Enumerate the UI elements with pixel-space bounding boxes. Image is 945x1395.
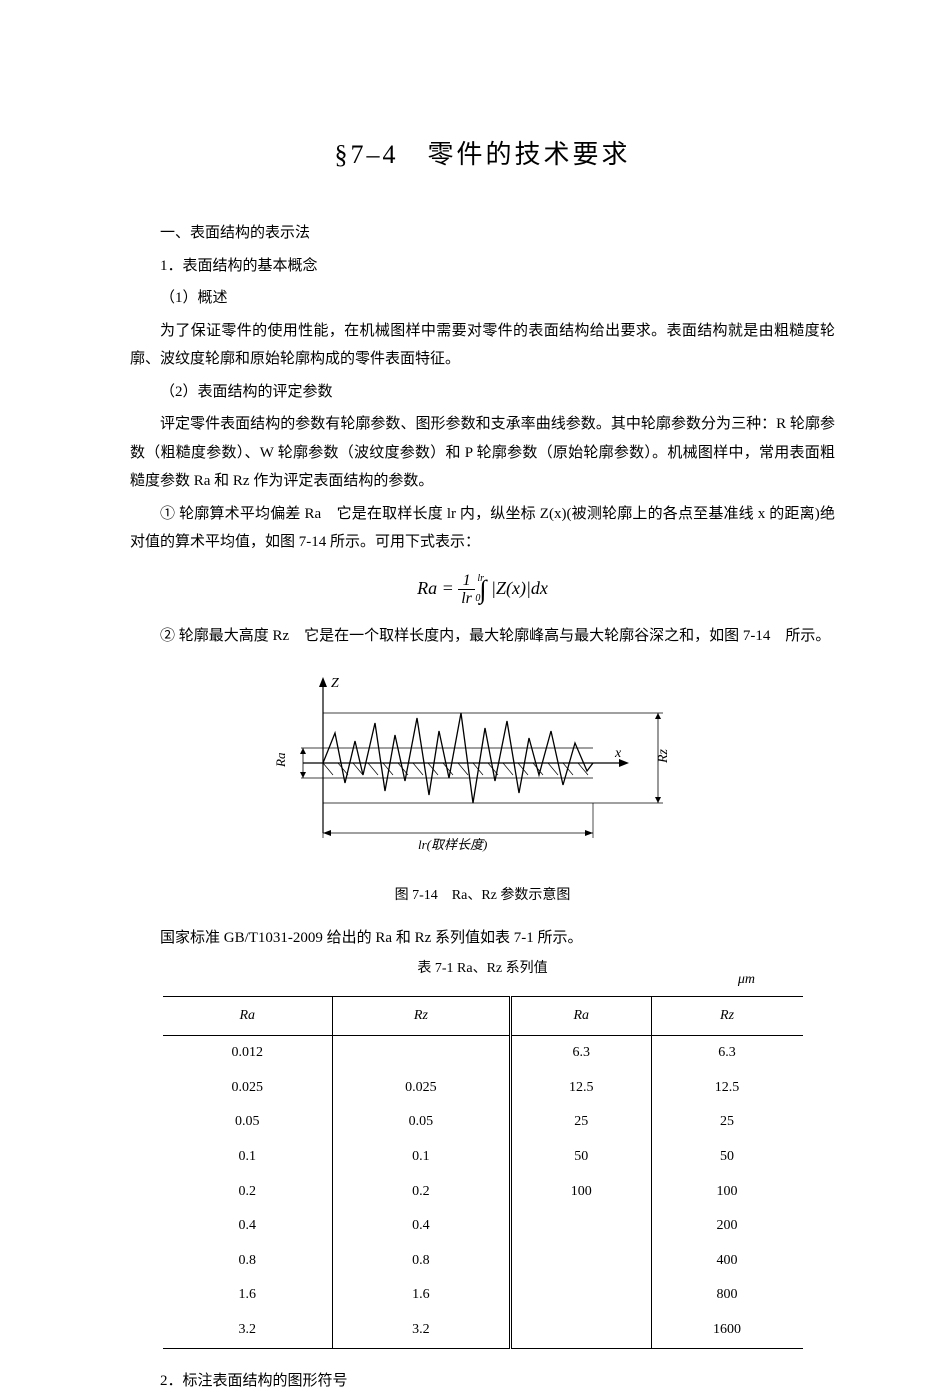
table-cell: 200 — [651, 1209, 802, 1244]
svg-text:lr(取样长度): lr(取样长度) — [418, 837, 487, 852]
table-cell — [510, 1209, 651, 1244]
table-cell: 0.1 — [163, 1140, 333, 1175]
table-cell: 0.025 — [332, 1071, 510, 1106]
subheading-1: 1．表面结构的基本概念 — [130, 252, 835, 281]
table-cell — [510, 1313, 651, 1348]
table-cell: 0.4 — [163, 1209, 333, 1244]
table-col-header: Ra — [163, 996, 333, 1036]
table-cell: 50 — [510, 1140, 651, 1175]
table-cell — [510, 1278, 651, 1313]
table-cell: 1.6 — [332, 1278, 510, 1313]
table-row: 0.012 6.36.3 — [163, 1036, 803, 1071]
table-row: 0.80.8 400 — [163, 1244, 803, 1279]
table-cell: 800 — [651, 1278, 802, 1313]
subheading-2: 2．标注表面结构的图形符号 — [130, 1367, 835, 1395]
integral-lower: 0 — [475, 589, 480, 608]
table-cell: 0.8 — [163, 1244, 333, 1279]
formula-frac-num: 1 — [458, 572, 475, 591]
table-row: 0.050.052525 — [163, 1105, 803, 1140]
subheading-1-2: （2）表面结构的评定参数 — [130, 378, 835, 407]
figure-7-14: Z x Ra Rz — [263, 663, 703, 874]
table-cell: 100 — [651, 1175, 802, 1210]
svg-text:Z: Z — [331, 676, 339, 691]
formula-eq: = — [442, 578, 454, 598]
paragraph-2: 评定零件表面结构的参数有轮廓参数、图形参数和支承率曲线参数。其中轮廓参数分为三种… — [130, 410, 835, 496]
table-cell: 0.05 — [163, 1105, 333, 1140]
figure-caption: 图 7-14 Ra、Rz 参数示意图 — [130, 883, 835, 910]
table-col-header: Rz — [332, 996, 510, 1036]
table-row: 3.23.2 1600 — [163, 1313, 803, 1348]
table-header-row: Ra Rz Ra Rz — [163, 996, 803, 1036]
integral-upper: lr — [477, 569, 484, 588]
table-row: 0.0250.02512.512.5 — [163, 1071, 803, 1106]
formula-body: |Z(x)|dx — [491, 578, 548, 598]
heading-1: 一、表面结构的表示法 — [130, 219, 835, 248]
svg-text:Rz: Rz — [656, 748, 671, 764]
table-cell: 6.3 — [651, 1036, 802, 1071]
table-7-1: Ra Rz Ra Rz 0.0126.36.30.0250.02512.512.… — [163, 996, 803, 1349]
table-cell: 25 — [651, 1105, 802, 1140]
table-cell: 12.5 — [510, 1071, 651, 1106]
table-cell: 0.4 — [332, 1209, 510, 1244]
svg-text:x: x — [614, 746, 622, 761]
formula-lhs: Ra — [417, 578, 437, 598]
table-row: 0.20.2100100 — [163, 1175, 803, 1210]
subheading-1-1: （1）概述 — [130, 284, 835, 313]
table-cell — [510, 1244, 651, 1279]
table-col-header: Rz — [651, 996, 802, 1036]
table-col-header: Ra — [510, 996, 651, 1036]
paragraph-3: ① 轮廓算术平均偏差 Ra 它是在取样长度 lr 内，纵坐标 Z(x)(被测轮廓… — [130, 500, 835, 557]
table-cell: 25 — [510, 1105, 651, 1140]
table-cell: 12.5 — [651, 1071, 802, 1106]
table-cell: 400 — [651, 1244, 802, 1279]
table-cell: 3.2 — [332, 1313, 510, 1348]
page-title: §7‒4 零件的技术要求 — [130, 130, 835, 179]
formula-ra: Ra = 1 lr ∫lr0 |Z(x)|dx — [130, 565, 835, 614]
table-cell: 0.05 — [332, 1105, 510, 1140]
paragraph-5: 国家标准 GB/T1031-2009 给出的 Ra 和 Rz 系列值如表 7-1… — [130, 924, 835, 953]
svg-text:Ra: Ra — [273, 752, 288, 768]
table-cell: 6.3 — [510, 1036, 651, 1071]
table-cell: 0.2 — [332, 1175, 510, 1210]
table-row: 0.40.4 200 — [163, 1209, 803, 1244]
table-cell: 1600 — [651, 1313, 802, 1348]
paragraph-4: ② 轮廓最大高度 Rz 它是在一个取样长度内，最大轮廓峰高与最大轮廓谷深之和，如… — [130, 622, 835, 651]
table-row: 0.10.15050 — [163, 1140, 803, 1175]
integral-icon: ∫lr0 — [479, 575, 486, 604]
paragraph-1: 为了保证零件的使用性能，在机械图样中需要对零件的表面结构给出要求。表面结构就是由… — [130, 317, 835, 374]
table-cell: 0.025 — [163, 1071, 333, 1106]
table-cell: 3.2 — [163, 1313, 333, 1348]
table-row: 1.61.6 800 — [163, 1278, 803, 1313]
table-cell: 0.1 — [332, 1140, 510, 1175]
table-cell: 1.6 — [163, 1278, 333, 1313]
table-cell — [332, 1036, 510, 1071]
formula-frac-den: lr — [458, 590, 475, 608]
table-cell: 0.2 — [163, 1175, 333, 1210]
table-cell: 0.8 — [332, 1244, 510, 1279]
table-cell: 0.012 — [163, 1036, 333, 1071]
table-cell: 100 — [510, 1175, 651, 1210]
table-cell: 50 — [651, 1140, 802, 1175]
